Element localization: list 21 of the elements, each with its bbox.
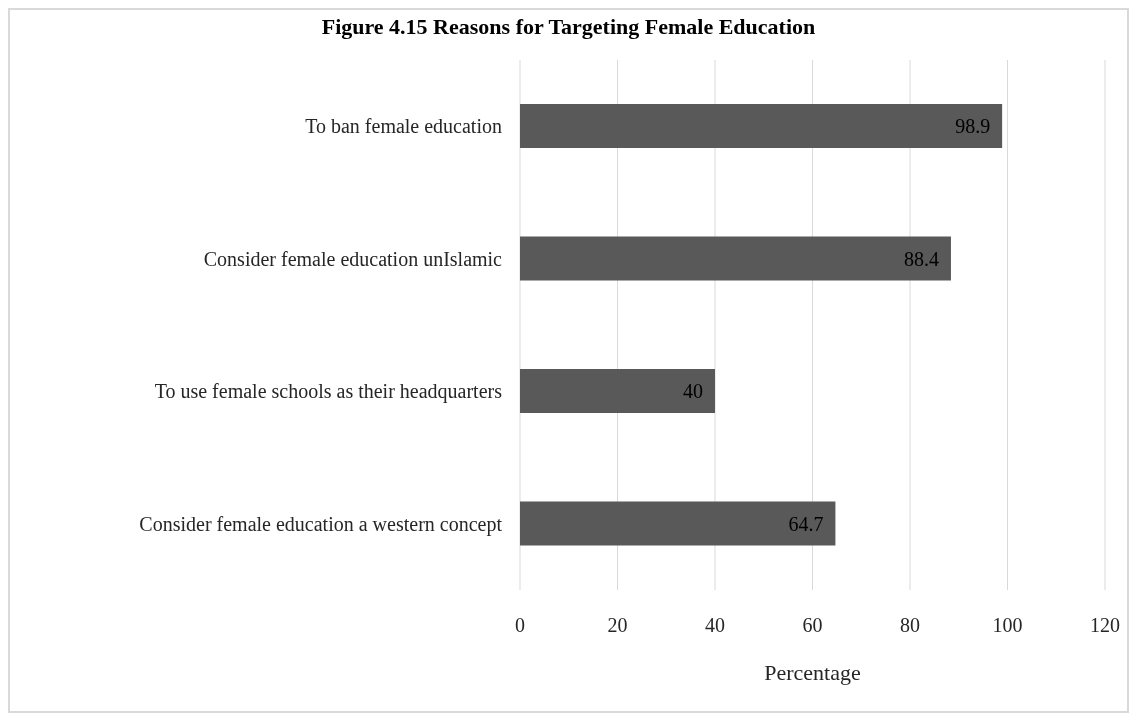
bar <box>520 236 951 281</box>
x-tick-label: 60 <box>802 614 823 637</box>
x-tick-label: 120 <box>1090 614 1120 637</box>
chart-title: Figure 4.15 Reasons for Targeting Female Education <box>320 13 817 41</box>
x-axis-title: Percentage <box>764 660 861 685</box>
x-tick-label: 20 <box>607 614 628 637</box>
y-tick-label: Consider female education unIslamic <box>203 247 503 270</box>
data-label: 88.4 <box>903 247 939 270</box>
x-tick-label: 0 <box>515 614 525 637</box>
data-label: 64.7 <box>788 512 824 535</box>
x-tick-label: 80 <box>900 614 920 637</box>
x-tick-label: 100 <box>992 614 1023 637</box>
y-tick-label: To ban female education <box>305 115 502 138</box>
x-tick-label: 40 <box>705 614 725 637</box>
bar <box>520 501 836 546</box>
bar <box>520 369 715 413</box>
y-tick-label: To use female schools as their headquarters <box>154 380 503 404</box>
y-tick-label: Consider female education a western concept <box>139 512 503 536</box>
data-label: 40 <box>683 380 703 403</box>
bar <box>520 104 1003 148</box>
data-label: 98.9 <box>955 115 991 138</box>
